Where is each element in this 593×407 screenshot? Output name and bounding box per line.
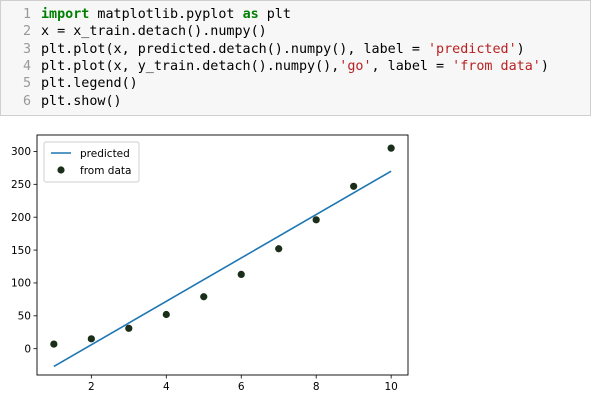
- data-point: [125, 324, 133, 332]
- code-text: plt.legend(): [41, 76, 138, 92]
- x-tick-label: 2: [88, 381, 95, 393]
- y-tick-label: 100: [11, 278, 31, 290]
- x-tick-label: 4: [163, 381, 170, 393]
- code-text: plt.show(): [41, 93, 122, 109]
- y-axis-ticks: 0 50 100 150 200 250 300: [11, 146, 37, 355]
- data-point: [50, 340, 58, 348]
- line-number: 3: [22, 41, 31, 57]
- y-tick-label: 200: [11, 212, 31, 224]
- code-line[interactable]: 6 plt.show(): [1, 93, 122, 111]
- code-line[interactable]: 2 x = x_train.detach().numpy(): [1, 23, 267, 41]
- y-tick-label: 250: [11, 179, 31, 191]
- legend-marker-sample: [57, 166, 65, 174]
- data-point: [200, 293, 208, 301]
- code-string: 'predicted': [427, 41, 517, 57]
- line-number: 1: [22, 7, 31, 22]
- data-point: [275, 245, 283, 253]
- code-line[interactable]: 4 plt.plot(x, y_train.detach().numpy(),'g…: [1, 58, 549, 76]
- plot-figure: 2 4 6 8 10 0 50 100 150 200 250 300 predicted from…: [11, 134, 409, 393]
- code-string: 'go': [339, 58, 372, 74]
- line-number: 6: [22, 93, 31, 109]
- line-number: 2: [22, 24, 31, 40]
- legend: predicted from data: [43, 141, 140, 183]
- data-point: [237, 270, 245, 278]
- output-area: 2 4 6 8 10 0 50 100 150 200 250 300 predicted from…: [0, 116, 593, 403]
- code-line[interactable]: 1 import matplotlib.pyplot as plt: [1, 6, 291, 24]
- code-keyword: import: [41, 7, 90, 22]
- x-tick-label: 6: [238, 381, 245, 393]
- plot-series: [50, 144, 395, 368]
- code-cell[interactable]: 1 import matplotlib.pyplot as plt 2 x = x_t…: [0, 0, 591, 116]
- y-tick-label: 0: [24, 343, 31, 355]
- line-number: 5: [22, 76, 31, 92]
- series-line-predicted: [53, 170, 392, 368]
- code-text: plt.plot(x, y_train.detach().numpy(),: [41, 58, 340, 74]
- data-point: [350, 182, 358, 190]
- y-tick-label: 300: [11, 146, 31, 158]
- code-keyword: as: [242, 7, 259, 22]
- x-axis-ticks: 2 4 6 8 10: [88, 375, 398, 393]
- code-text: x = x_train.detach().numpy(): [41, 24, 267, 40]
- code-line[interactable]: 5 plt.legend(): [1, 75, 138, 93]
- code-text: plt: [258, 7, 291, 22]
- legend-label-predicted: predicted: [80, 148, 130, 160]
- code-text: ): [540, 58, 549, 74]
- legend-box: [43, 141, 140, 183]
- code-text: , label =: [371, 58, 453, 74]
- code-line[interactable]: 3 plt.plot(x, predicted.detach().numpy(),…: [1, 41, 525, 59]
- data-point: [87, 335, 95, 343]
- legend-label-from-data: from data: [80, 165, 131, 177]
- plot-frame: [36, 134, 409, 376]
- x-tick-label: 8: [313, 381, 320, 393]
- code-text: plt.plot(x, predicted.detach().numpy(), …: [41, 41, 428, 57]
- y-tick-label: 50: [18, 311, 31, 323]
- data-point: [162, 310, 170, 319]
- line-number: 4: [22, 58, 31, 74]
- code-text: ): [516, 41, 525, 57]
- data-point: [312, 216, 320, 224]
- data-point: [387, 144, 395, 152]
- y-tick-label: 150: [11, 245, 31, 257]
- code-text: matplotlib.pyplot: [89, 7, 243, 22]
- code-string: 'from data': [452, 58, 541, 74]
- x-tick-label: 10: [384, 381, 397, 393]
